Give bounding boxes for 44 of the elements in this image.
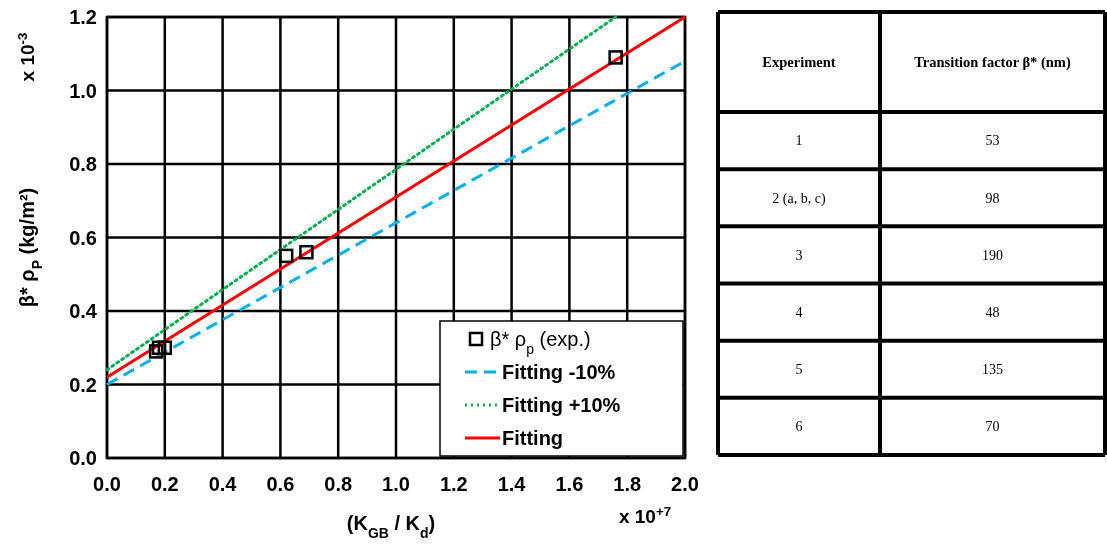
point xyxy=(148,344,164,359)
x-tick-label: 0.6 xyxy=(266,473,295,495)
x-tick-label: 0.0 xyxy=(93,473,121,495)
x-tick-label: 1.0 xyxy=(382,473,410,495)
y-tick-label: 1.2 xyxy=(69,6,97,28)
x-tick-label: 1.8 xyxy=(613,473,642,495)
y-tick-label: 0.2 xyxy=(69,373,97,396)
x-tick-label: 0.4 xyxy=(208,473,238,495)
text: 2 (a, b, c) xyxy=(772,190,826,207)
y-tick-label: 0.6 xyxy=(69,226,97,249)
y-tick-label: 0.4 xyxy=(69,300,98,322)
y-tick-label: 0.0 xyxy=(69,447,97,469)
x-axis-title: (K$_{GB}$ / K$_{d}$) xyxy=(346,512,436,541)
text: 4 xyxy=(795,304,803,320)
text: 70 xyxy=(985,419,1000,435)
text: Transition factor β* (nm) xyxy=(914,54,1071,72)
x-tick-label: 1.6 xyxy=(555,473,584,495)
text: Experiment xyxy=(762,54,836,71)
x-tick-label: 0.2 xyxy=(150,473,179,495)
text: 1 xyxy=(795,133,803,149)
text: 135 xyxy=(982,362,1003,378)
x-tick-label: 0.8 xyxy=(324,473,353,495)
point xyxy=(299,244,314,260)
point xyxy=(157,340,173,355)
point xyxy=(608,50,623,65)
text: 53 xyxy=(985,133,1000,149)
legend-label: β* ρ$_{p}$ (exp.) xyxy=(490,328,591,357)
x-tick-label: 2.0 xyxy=(671,473,699,495)
text: 5 xyxy=(795,362,803,378)
point xyxy=(278,248,294,264)
text: 3 xyxy=(795,247,803,263)
text: 6 xyxy=(795,419,803,435)
text: x 10$^{+7}$ xyxy=(618,503,672,527)
text: 98 xyxy=(985,190,1000,206)
legend-label: Fitting xyxy=(502,427,564,449)
legend-label: Fitting -10% xyxy=(502,361,616,383)
y-tick-label: 0.8 xyxy=(69,153,97,175)
legend-label: Fitting +10% xyxy=(502,394,621,416)
text: 48 xyxy=(985,304,1000,320)
text: 190 xyxy=(982,247,1003,263)
x-tick-label: 1.4 xyxy=(497,473,527,495)
y-tick-label: 1.0 xyxy=(69,79,97,102)
x-tick-label: 1.2 xyxy=(439,473,468,495)
point xyxy=(151,340,167,355)
